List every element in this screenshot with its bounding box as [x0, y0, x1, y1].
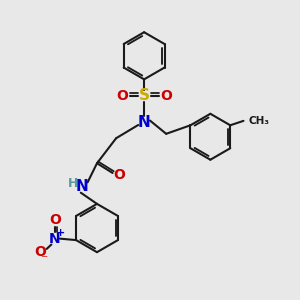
Text: N: N	[138, 115, 151, 130]
Text: S: S	[139, 88, 150, 103]
Text: O: O	[49, 213, 61, 227]
Text: CH₃: CH₃	[248, 116, 269, 126]
Text: O: O	[113, 168, 125, 182]
Text: O: O	[116, 88, 128, 103]
Text: N: N	[49, 232, 61, 246]
Text: H: H	[68, 177, 78, 190]
Text: O: O	[34, 245, 46, 260]
Text: N: N	[76, 179, 89, 194]
Text: ⁻: ⁻	[40, 253, 47, 267]
Text: O: O	[160, 88, 172, 103]
Text: +: +	[56, 228, 65, 238]
